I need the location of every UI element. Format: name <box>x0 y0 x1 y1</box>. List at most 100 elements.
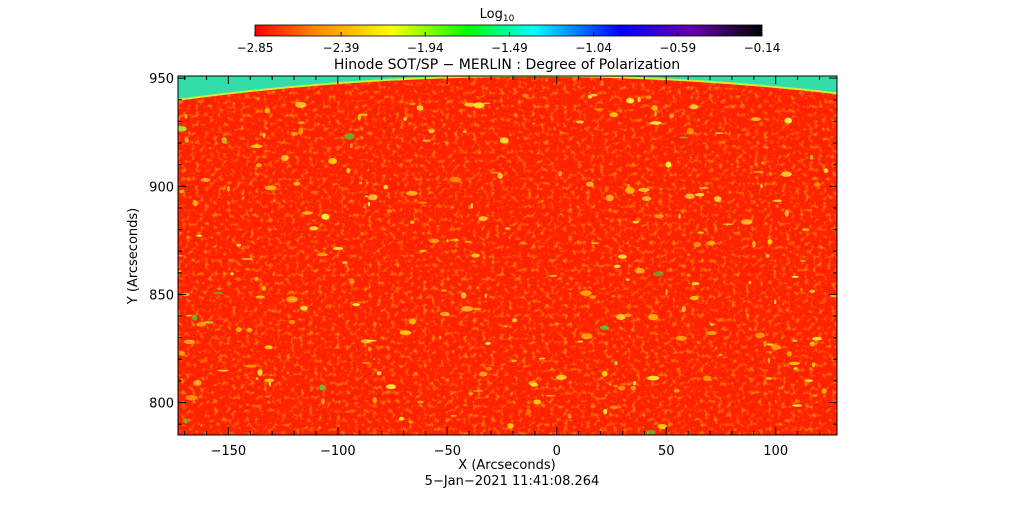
polarization-patch <box>751 117 761 121</box>
y-tick-label: 950 <box>149 72 174 87</box>
polarization-patch <box>811 362 816 368</box>
polarization-patch <box>178 254 183 257</box>
polarization-patch <box>657 423 667 430</box>
polarization-patch <box>472 389 484 392</box>
polarization-patch <box>196 234 203 237</box>
polarization-patch <box>556 374 567 380</box>
polarization-patch <box>784 117 792 124</box>
polarization-patch <box>714 196 722 202</box>
colorbar <box>254 24 763 37</box>
polarization-patch <box>753 171 764 173</box>
colorbar-title: Log10 <box>480 7 515 24</box>
polarization-patch <box>538 357 546 360</box>
polarization-patch <box>809 154 814 160</box>
polarization-patch <box>614 264 621 268</box>
polarization-patch <box>590 93 598 97</box>
polarization-patch <box>471 253 480 258</box>
polarization-patch <box>654 110 657 117</box>
polarization-patch <box>485 341 491 345</box>
polarization-patch <box>626 97 635 104</box>
polarization-patch <box>781 171 792 177</box>
polarization-patch <box>295 101 307 108</box>
polarization-patch <box>814 182 821 187</box>
polarization-patch <box>245 364 257 368</box>
observation-timestamp: 5−Jan−2021 11:41:08.264 <box>425 474 600 489</box>
polarization-granulation-texture <box>178 76 837 435</box>
polarization-patch <box>497 172 503 179</box>
polarization-patch <box>638 187 650 192</box>
polarization-patch <box>678 213 681 219</box>
polarization-patch <box>609 405 619 410</box>
polarization-patch <box>212 291 223 295</box>
polarization-patch <box>200 178 211 182</box>
polarization-patch <box>611 295 616 298</box>
polarization-patch <box>408 420 414 423</box>
polarization-patch <box>193 380 202 386</box>
polarization-patch <box>348 278 355 285</box>
y-tick-label: 800 <box>149 397 174 412</box>
polarization-patch <box>537 152 540 155</box>
polarization-patch <box>406 190 418 196</box>
polarization-patch <box>464 102 476 107</box>
polarization-patch <box>264 378 275 383</box>
polarization-patch <box>665 288 668 296</box>
plot-area <box>178 76 837 435</box>
polarization-patch <box>386 384 396 390</box>
colorbar-ticks: −2.85 −2.39 −1.94 −1.49 −1.04 −0.59 −0.14 <box>237 32 780 55</box>
polarization-patch <box>804 379 813 382</box>
polarization-patch <box>478 216 488 222</box>
polarization-patch <box>767 357 771 364</box>
polarization-patch <box>521 242 527 245</box>
polarization-patch <box>428 129 435 134</box>
polarization-patch <box>812 336 822 341</box>
polarization-patch <box>695 193 705 197</box>
polarization-patch <box>422 139 432 142</box>
polarization-patch <box>455 238 459 241</box>
polarization-patch <box>376 371 382 376</box>
polarization-patch <box>722 223 734 226</box>
polarization-patch <box>792 339 798 342</box>
polarization-patch <box>654 214 664 219</box>
polarization-patch <box>227 185 230 192</box>
polarization-patch <box>221 137 227 144</box>
polarization-patch <box>264 185 277 191</box>
polarization-patch <box>526 408 532 415</box>
polarization-patch <box>408 318 416 325</box>
x-tick-label: 0 <box>553 444 561 459</box>
polarization-patch <box>651 105 658 111</box>
polarization-patch <box>653 271 664 277</box>
polarization-patch <box>718 353 723 357</box>
polarization-patch <box>675 335 688 341</box>
polarization-patch <box>184 114 188 119</box>
polarization-patch <box>530 383 539 387</box>
polarization-patch <box>649 121 662 125</box>
polarization-patch <box>429 238 440 243</box>
polarization-patch <box>802 228 810 232</box>
polarization-patch <box>593 108 604 111</box>
polarization-patch <box>179 351 185 356</box>
polarization-patch <box>473 102 485 109</box>
polarization-patch <box>503 325 508 328</box>
polarization-patch <box>321 213 330 220</box>
polarization-patch <box>217 369 229 372</box>
polarization-patch <box>350 143 353 148</box>
polarization-patch <box>512 318 518 323</box>
colorbar-tick-label: −2.85 <box>237 41 274 55</box>
polarization-patch <box>689 156 693 159</box>
polarization-patch <box>440 289 447 292</box>
polarization-patch <box>703 375 712 382</box>
polarization-patch <box>236 243 242 247</box>
polarization-patch <box>533 399 541 405</box>
polarization-patch <box>784 210 789 217</box>
polarization-patch <box>597 397 607 400</box>
polarization-patch <box>319 384 325 391</box>
polarization-patch <box>183 339 196 344</box>
x-tick-label: 100 <box>763 444 788 459</box>
polarization-patch <box>792 404 803 407</box>
polarization-patch <box>681 306 687 313</box>
polarization-patch <box>626 183 631 190</box>
polarization-patch <box>398 416 405 421</box>
polarization-patch <box>346 168 351 174</box>
polarization-patch <box>293 181 301 186</box>
